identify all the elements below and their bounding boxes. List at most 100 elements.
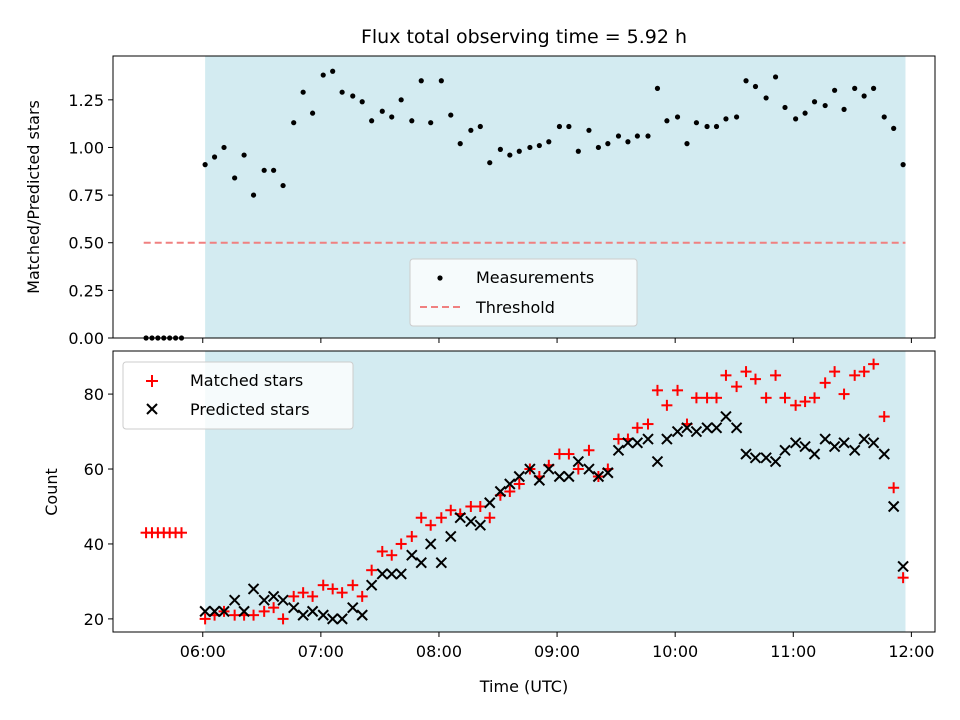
measurement-point [802,110,808,116]
top-y-tick-label: 0.00 [68,329,104,348]
bottom-y-tick-label: 20 [84,610,104,629]
matched-star-point [288,590,300,602]
legend-measurements-marker [437,275,443,281]
x-tick-label: 07:00 [298,642,344,661]
matched-star-point [790,399,802,411]
predicted-star-point [386,568,398,580]
measurement-point [870,85,877,91]
matched-star-point [277,613,289,625]
predicted-star-point [897,560,909,573]
measurement-point [793,116,799,122]
matched-star-point [868,358,880,370]
predicted-star-point [819,433,831,445]
measurement-point [389,114,395,120]
predicted-star-point [848,444,861,456]
predicted-star-point [504,478,516,490]
predicted-star-point [760,452,772,464]
predicted-stars-points [199,410,909,625]
predicted-star-point [651,455,664,468]
predicted-star-point [808,448,821,460]
predicted-star-point [454,512,466,524]
matched-star-point [435,512,447,524]
measurement-point [763,95,769,101]
measurement-point [232,175,238,181]
bottom-legend: Matched stars Predicted stars [122,361,354,430]
measurement-point [507,152,513,158]
measurement-point [664,118,670,124]
predicted-star-point [563,470,575,483]
matched-star-point [770,369,782,381]
measurement-point [468,127,474,133]
measurement-point [457,141,463,147]
legend-predicted-marker [146,403,158,415]
predicted-star-point [533,474,546,486]
measurement-point [409,118,415,124]
top-axes-frame [112,55,936,339]
measurement-point [822,102,828,109]
matched-star-point [749,373,761,385]
measurement-point [202,162,208,168]
matched-star-point [248,609,260,621]
measurement-point [438,78,444,84]
measurement-point [350,93,356,99]
predicted-star-point [347,601,359,614]
measurement-point [369,118,375,124]
predicted-star-point [306,605,319,618]
predicted-star-point [484,497,496,509]
predicted-star-point [513,470,525,483]
top-legend: Measurements Threshold [409,258,638,327]
top-panel: Flux total observing time = 5.92 h 0.000… [24,26,936,348]
measurement-point [527,144,533,151]
top-x-ticks [202,338,912,343]
measurement-point [428,120,434,126]
predicted-star-point [336,613,348,625]
measurement-point [625,139,631,145]
predicted-star-point [258,594,270,606]
measurement-point [733,114,740,120]
predicted-star-point [297,609,309,621]
legend-threshold-label: Threshold [475,298,555,317]
predicted-star-point [267,590,280,603]
predicted-star-point [365,579,378,591]
measurement-point [684,141,690,147]
bottom-y-ticks: 20 40 60 80 [84,385,113,629]
measurement-point [261,167,267,173]
predicted-star-point [592,470,605,483]
predicted-star-point [730,422,743,434]
measurement-point [634,133,640,139]
matched-star-point [199,613,211,625]
measurement-point [704,123,710,130]
x-tick-label: 08:00 [416,642,462,661]
matched-star-point [672,384,684,396]
legend-predicted-label: Predicted stars [190,400,310,419]
measurement-point [211,154,218,160]
matched-star-point [484,512,496,524]
matched-star-point [176,527,187,539]
matched-star-point [888,482,900,494]
matched-star-point [513,478,525,490]
top-y-axis-label: Matched/Predicted stars [24,100,43,294]
predicted-star-point [799,440,811,453]
measurement-point [900,162,906,168]
predicted-star-point [465,515,477,528]
measurement-point [546,139,552,145]
predicted-star-point [553,470,566,483]
matched-star-point [336,587,348,599]
predicted-star-point [524,463,536,475]
legend-matched-marker [146,375,158,387]
measurement-point [250,192,257,198]
predicted-star-point [671,425,684,438]
matched-star-point [229,609,241,621]
predicted-star-point [287,601,300,614]
predicted-star-point [543,463,555,475]
matched-star-point [307,590,319,602]
top-y-tick-label: 0.25 [68,281,104,300]
predicted-star-point [247,583,260,595]
measurement-point [359,99,365,105]
top-y-tick-label: 1.00 [68,138,104,157]
predicted-star-point [701,422,713,434]
measurement-point [418,78,424,84]
measurement-point [330,68,336,74]
measurement-point [852,85,858,91]
